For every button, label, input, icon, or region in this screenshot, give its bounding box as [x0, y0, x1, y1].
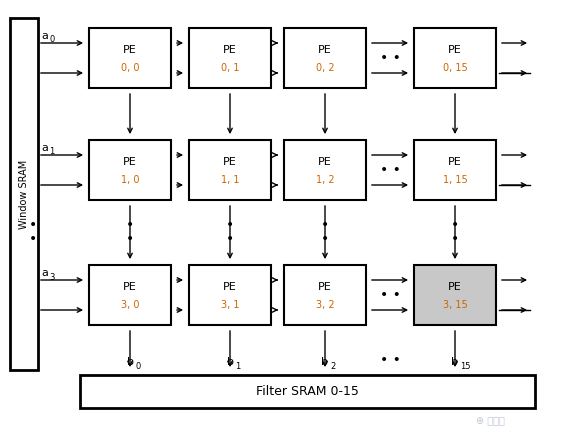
Bar [414, 265, 496, 325]
Text: PE: PE [448, 157, 462, 167]
Bar [284, 140, 366, 200]
Text: a: a [41, 31, 48, 41]
Text: • •: • • [380, 163, 400, 177]
Text: Filter SRAM 0-15: Filter SRAM 0-15 [256, 385, 359, 398]
Text: 3, 1: 3, 1 [221, 300, 239, 310]
Text: • •: • • [380, 51, 400, 65]
Text: PE: PE [448, 45, 462, 55]
Text: b: b [226, 357, 234, 367]
Text: 0, 15: 0, 15 [443, 63, 468, 73]
Text: 1: 1 [49, 148, 54, 156]
Text: 1, 0: 1, 0 [121, 175, 139, 185]
Bar [189, 28, 271, 88]
Bar [10, 18, 38, 370]
Text: 3, 0: 3, 0 [121, 300, 139, 310]
Bar [414, 140, 496, 200]
Text: 3: 3 [49, 272, 54, 281]
Text: • •: • • [380, 288, 400, 302]
Bar [89, 28, 171, 88]
Text: 1, 15: 1, 15 [443, 175, 468, 185]
Text: b: b [321, 357, 328, 367]
Text: 3, 2: 3, 2 [316, 300, 335, 310]
Text: 0: 0 [135, 362, 140, 371]
Text: 0: 0 [49, 36, 54, 45]
Bar [284, 28, 366, 88]
Text: ⊕ 日月辰: ⊕ 日月辰 [475, 415, 504, 425]
Bar [80, 375, 535, 408]
Text: • •: • • [380, 353, 400, 367]
Text: PE: PE [448, 282, 462, 292]
Text: PE: PE [123, 45, 137, 55]
Text: b: b [452, 357, 458, 367]
Text: 2: 2 [330, 362, 335, 371]
Text: 0, 1: 0, 1 [221, 63, 239, 73]
Text: PE: PE [318, 282, 332, 292]
Text: PE: PE [318, 157, 332, 167]
Text: •
•: • • [226, 219, 234, 246]
Text: PE: PE [223, 45, 237, 55]
Text: •
•: • • [29, 219, 37, 246]
Text: 1: 1 [235, 362, 240, 371]
Text: 1, 1: 1, 1 [221, 175, 239, 185]
Text: PE: PE [223, 282, 237, 292]
Bar [189, 265, 271, 325]
Text: PE: PE [223, 157, 237, 167]
Text: PE: PE [318, 45, 332, 55]
Text: •
•: • • [321, 219, 329, 246]
Text: PE: PE [123, 157, 137, 167]
Text: 15: 15 [460, 362, 470, 371]
Bar [89, 140, 171, 200]
Bar [284, 265, 366, 325]
Text: •
•: • • [451, 219, 459, 246]
Bar [189, 140, 271, 200]
Text: PE: PE [123, 282, 137, 292]
Text: 0, 0: 0, 0 [121, 63, 139, 73]
Text: •
•: • • [126, 219, 134, 246]
Bar [89, 265, 171, 325]
Text: a: a [41, 143, 48, 153]
Text: 1, 2: 1, 2 [316, 175, 335, 185]
Text: 0, 2: 0, 2 [316, 63, 335, 73]
Text: 3, 15: 3, 15 [443, 300, 468, 310]
Text: Window SRAM: Window SRAM [19, 159, 29, 229]
Text: b: b [126, 357, 134, 367]
Text: a: a [41, 268, 48, 278]
Bar [414, 28, 496, 88]
